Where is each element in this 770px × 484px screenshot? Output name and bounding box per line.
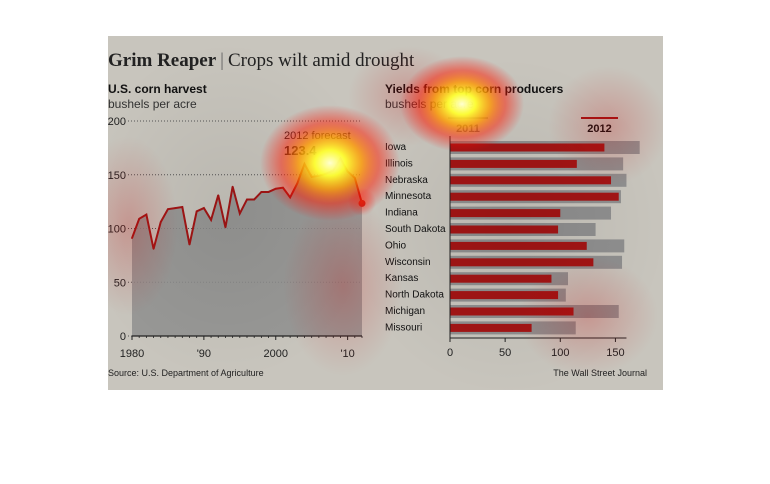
harvest-point bbox=[339, 157, 342, 160]
harvest-point bbox=[152, 248, 155, 250]
harvest-point bbox=[282, 186, 284, 189]
harvest-point bbox=[246, 198, 248, 201]
infographic-panel: Grim Reaper | Crops wilt amid drought U.S.… bbox=[108, 36, 663, 390]
harvest-point bbox=[332, 169, 335, 172]
state-label: Missouri bbox=[385, 322, 422, 333]
x-tick-label: '90 bbox=[197, 348, 211, 360]
y-tick-label: 200 bbox=[108, 116, 126, 128]
state-label: Nebraska bbox=[385, 175, 428, 186]
harvest-point bbox=[303, 163, 306, 165]
bar-2012 bbox=[450, 307, 574, 316]
bar-2012 bbox=[450, 225, 559, 234]
forecast-value: 123.4 bbox=[284, 143, 317, 158]
harvest-point bbox=[296, 182, 299, 185]
bar-2012 bbox=[450, 291, 559, 300]
harvest-point bbox=[267, 191, 270, 193]
bar-2012 bbox=[450, 274, 552, 283]
harvest-point bbox=[253, 198, 255, 201]
y-tick-label: 100 bbox=[108, 224, 126, 236]
state-label: Kansas bbox=[385, 273, 418, 284]
harvest-point bbox=[167, 208, 169, 210]
forecast-dot bbox=[358, 199, 366, 207]
state-label: North Dakota bbox=[385, 290, 444, 301]
harvest-point bbox=[260, 191, 263, 193]
state-label: Wisconsin bbox=[385, 257, 431, 268]
bar-2012 bbox=[450, 241, 587, 250]
harvest-point bbox=[145, 213, 148, 216]
state-label: Minnesota bbox=[385, 191, 432, 202]
x-tick-label: 1980 bbox=[120, 348, 144, 360]
state-label: Indiana bbox=[385, 208, 418, 219]
harvest-point bbox=[354, 177, 356, 179]
bar-x-tick-label: 50 bbox=[499, 347, 511, 359]
state-label: Illinois bbox=[385, 158, 413, 169]
state-label: Michigan bbox=[385, 306, 425, 317]
harvest-point bbox=[138, 218, 140, 220]
harvest-point bbox=[289, 196, 291, 199]
harvest-point bbox=[188, 243, 191, 246]
harvest-point bbox=[195, 210, 198, 213]
harvest-point bbox=[203, 207, 205, 209]
harvest-point bbox=[346, 170, 349, 173]
legend-label-2012: 2012 bbox=[587, 123, 611, 135]
harvest-point bbox=[159, 221, 162, 223]
bar-x-tick-label: 150 bbox=[606, 347, 624, 359]
harvest-point bbox=[217, 194, 220, 196]
harvest-point bbox=[325, 172, 327, 175]
bar-2012 bbox=[450, 143, 605, 152]
source-note: Source: U.S. Department of Agriculture bbox=[108, 368, 264, 378]
state-label: Ohio bbox=[385, 240, 407, 251]
legend-label-2011: 2011 bbox=[456, 123, 480, 135]
publisher-credit: The Wall Street Journal bbox=[553, 368, 647, 378]
bar-2012 bbox=[450, 323, 532, 332]
bar-2012 bbox=[450, 192, 619, 201]
harvest-point bbox=[318, 175, 320, 177]
harvest-point bbox=[210, 219, 212, 221]
harvest-point bbox=[274, 187, 277, 190]
harvest-area bbox=[132, 158, 362, 336]
state-label: Iowa bbox=[385, 142, 407, 153]
x-tick-label: '10 bbox=[340, 348, 354, 360]
harvest-point bbox=[239, 212, 241, 215]
harvest-point bbox=[131, 237, 133, 239]
harvest-point bbox=[231, 185, 234, 188]
bar-2012 bbox=[450, 258, 594, 267]
state-label: South Dakota bbox=[385, 224, 446, 235]
x-tick-label: 2000 bbox=[264, 348, 288, 360]
harvest-point bbox=[224, 226, 227, 229]
harvest-point bbox=[174, 207, 176, 209]
bar-x-tick-label: 100 bbox=[551, 347, 569, 359]
bar-2012 bbox=[450, 209, 561, 218]
harvest-point bbox=[181, 206, 184, 208]
y-tick-label: 50 bbox=[114, 277, 126, 289]
bar-x-tick-label: 0 bbox=[447, 347, 453, 359]
harvest-point bbox=[310, 176, 313, 178]
y-tick-label: 0 bbox=[120, 331, 126, 343]
forecast-label: 2012 forecast bbox=[284, 130, 351, 142]
y-tick-label: 150 bbox=[108, 170, 126, 182]
bar-2012 bbox=[450, 176, 612, 185]
bar-2012 bbox=[450, 159, 577, 168]
